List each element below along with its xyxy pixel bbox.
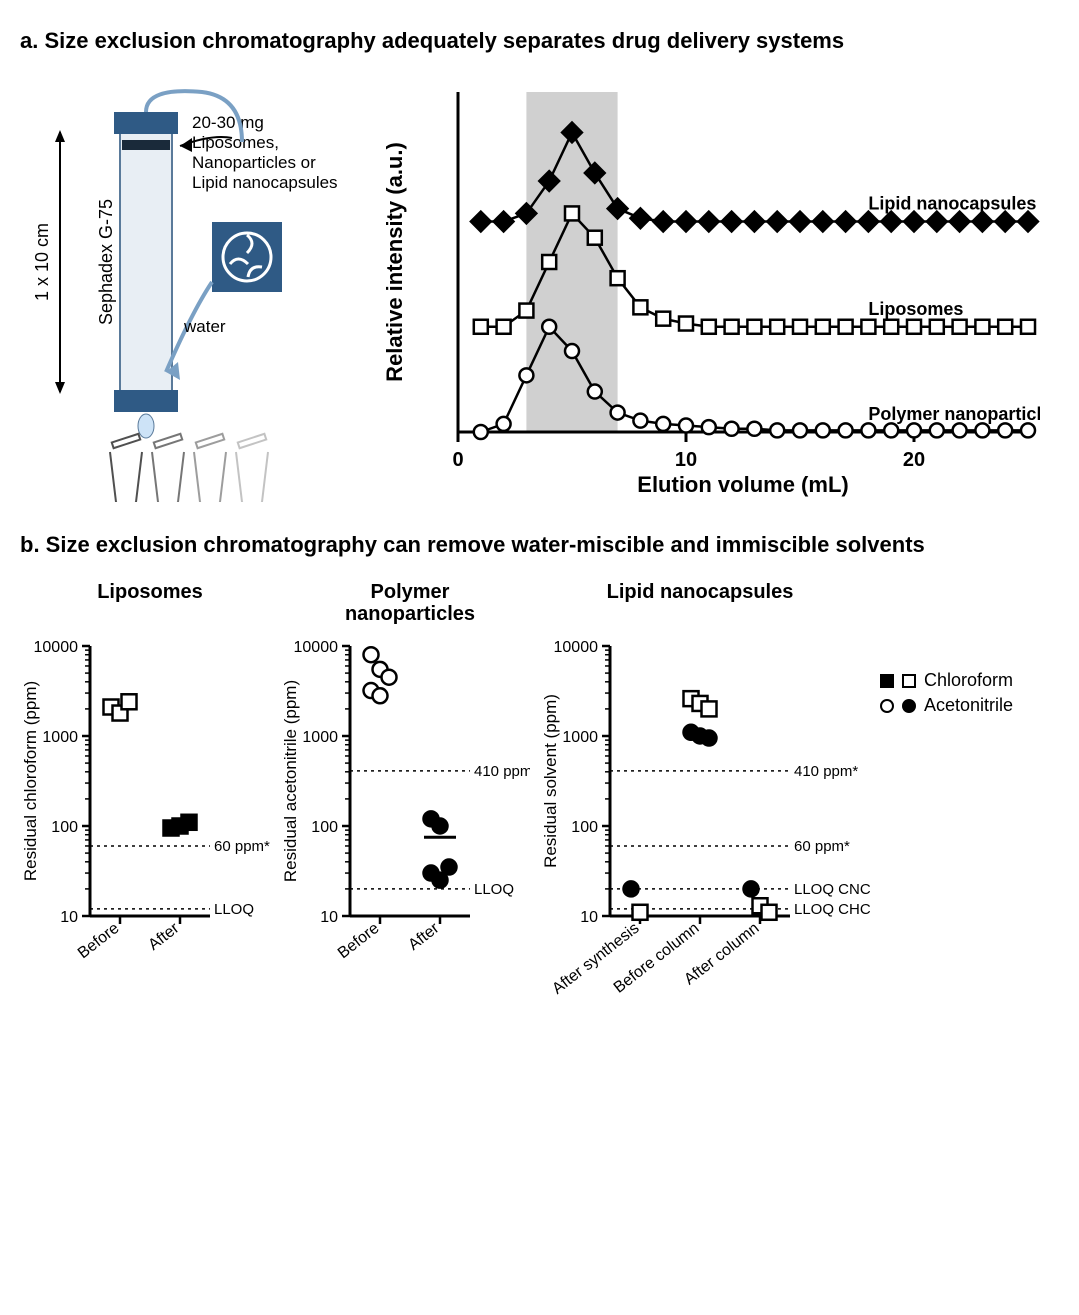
figure-root: a. Size exclusion chromatography adequat… [20, 28, 1059, 1036]
svg-text:60 ppm*: 60 ppm* [214, 838, 270, 855]
svg-text:Lipid nanocapsules: Lipid nanocapsules [868, 194, 1036, 214]
svg-text:10000: 10000 [34, 639, 79, 656]
legend-acetonitrile-label: Acetonitrile [924, 695, 1013, 716]
svg-text:Nanoparticles or: Nanoparticles or [192, 153, 316, 172]
open-square-icon [902, 674, 916, 688]
legend-chloroform: Chloroform [880, 670, 1013, 691]
svg-text:10000: 10000 [554, 639, 599, 656]
legend-acetonitrile: Acetonitrile [880, 695, 1013, 716]
svg-text:1000: 1000 [562, 729, 598, 746]
svg-text:20-30 mg: 20-30 mg [192, 113, 264, 132]
elution-chart: 0 10 20 Elution volume (mL) Relative intensi… [380, 72, 1059, 502]
svg-text:LLOQ CHCl₃: LLOQ CHCl₃ [794, 901, 870, 918]
svg-text:Lipid nanocapsules: Lipid nanocapsules [192, 173, 338, 192]
panel-b-title: b. Size exclusion chromatography can rem… [20, 532, 1059, 558]
svg-text:Liposomes,: Liposomes, [192, 133, 279, 152]
panel-b-legend: Chloroform Acetonitrile [880, 666, 1013, 720]
svg-text:10: 10 [320, 909, 338, 926]
svg-text:Relative intensity (a.u.): Relative intensity (a.u.) [382, 142, 407, 382]
svg-text:60 ppm*: 60 ppm* [794, 838, 850, 855]
legend-chloroform-label: Chloroform [924, 670, 1013, 691]
svg-text:LLOQ CNCH₃: LLOQ CNCH₃ [794, 881, 870, 898]
sec-diagram-svg: 1 x 10 cm Sephadex G-75 20-30 mgLiposomes,… [20, 72, 350, 502]
svg-text:LLOQ: LLOQ [214, 901, 254, 918]
svg-text:Sephadex G-75: Sephadex G-75 [96, 199, 116, 325]
svg-text:0: 0 [452, 449, 463, 471]
subchart-liposomes: Liposomes 10 100 1000 10000 Residual chlorofo… [20, 576, 270, 1036]
svg-text:410 ppm*: 410 ppm* [474, 763, 530, 780]
svg-text:nanoparticles: nanoparticles [345, 603, 475, 625]
svg-text:100: 100 [311, 819, 338, 836]
svg-text:Lipid nanocapsules: Lipid nanocapsules [607, 581, 794, 603]
svg-text:Liposomes: Liposomes [97, 581, 203, 603]
subchart-polymer-svg: Polymernanoparticles 10 100 1000 10000 Residu… [280, 576, 530, 1036]
filled-circle-icon [902, 699, 916, 713]
open-circle-icon [880, 699, 894, 713]
svg-text:Liposomes: Liposomes [868, 299, 963, 319]
svg-text:water: water [183, 317, 226, 336]
panel-a-row: 1 x 10 cm Sephadex G-75 20-30 mgLiposomes,… [20, 72, 1059, 502]
sec-diagram: 1 x 10 cm Sephadex G-75 20-30 mgLiposomes,… [20, 72, 350, 502]
svg-text:10000: 10000 [294, 639, 339, 656]
svg-text:Residual acetonitrile (ppm): Residual acetonitrile (ppm) [281, 680, 300, 882]
svg-text:1000: 1000 [302, 729, 338, 746]
svg-text:10: 10 [60, 909, 78, 926]
svg-text:10: 10 [580, 909, 598, 926]
elution-chart-svg: 0 10 20 Elution volume (mL) Relative intensi… [380, 72, 1040, 502]
svg-text:LLOQ: LLOQ [474, 881, 514, 898]
svg-text:Before: Before [335, 920, 383, 962]
svg-text:Before: Before [75, 920, 123, 962]
svg-text:10: 10 [675, 449, 697, 471]
subchart-lipid-svg: Lipid nanocapsules 10 100 1000 10000 Residual… [540, 576, 870, 1036]
svg-text:After: After [405, 919, 443, 954]
svg-text:1000: 1000 [42, 729, 78, 746]
subchart-liposomes-svg: Liposomes 10 100 1000 10000 Residual chlorofo… [20, 576, 270, 1036]
svg-text:100: 100 [51, 819, 78, 836]
svg-text:410 ppm*: 410 ppm* [794, 763, 858, 780]
svg-text:Residual solvent (ppm): Residual solvent (ppm) [541, 694, 560, 868]
svg-text:Polymer nanoparticles: Polymer nanoparticles [868, 404, 1040, 424]
svg-text:After: After [145, 919, 183, 954]
svg-text:1 x 10 cm: 1 x 10 cm [32, 223, 52, 301]
svg-text:Residual chloroform (ppm): Residual chloroform (ppm) [21, 681, 40, 881]
panel-a-title: a. Size exclusion chromatography adequat… [20, 28, 1059, 54]
subchart-polymer: Polymernanoparticles 10 100 1000 10000 Residu… [280, 576, 530, 1036]
svg-text:Elution volume (mL): Elution volume (mL) [637, 472, 848, 497]
svg-text:100: 100 [571, 819, 598, 836]
filled-square-icon [880, 674, 894, 688]
svg-text:20: 20 [903, 449, 925, 471]
svg-text:Polymer: Polymer [371, 581, 450, 603]
subchart-lipid-nc: Lipid nanocapsules 10 100 1000 10000 Residual… [540, 576, 870, 1036]
panel-b-row: Liposomes 10 100 1000 10000 Residual chlorofo… [20, 576, 1059, 1036]
